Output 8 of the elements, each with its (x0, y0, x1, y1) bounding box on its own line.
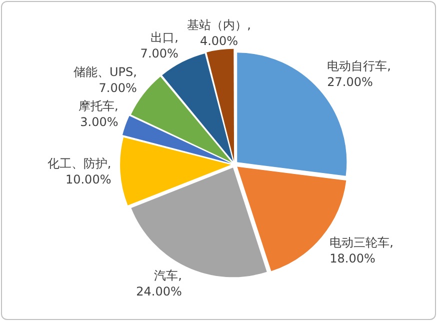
slice-label: 出口, 7.00% (140, 30, 178, 61)
slice-label: 摩托车, 3.00% (78, 98, 118, 129)
slice-label: 基站（内）, 4.00% (187, 18, 251, 48)
slice-label: 化工、防护, 10.00% (47, 156, 112, 186)
slice-label: 汽车, 24.00% (136, 268, 182, 298)
slice-label: 电动三轮车, 18.00% (330, 235, 394, 266)
slice-label: 储能、UPS, 7.00% (73, 64, 137, 95)
slice-label: 电动自行车, 27.00% (327, 58, 391, 89)
